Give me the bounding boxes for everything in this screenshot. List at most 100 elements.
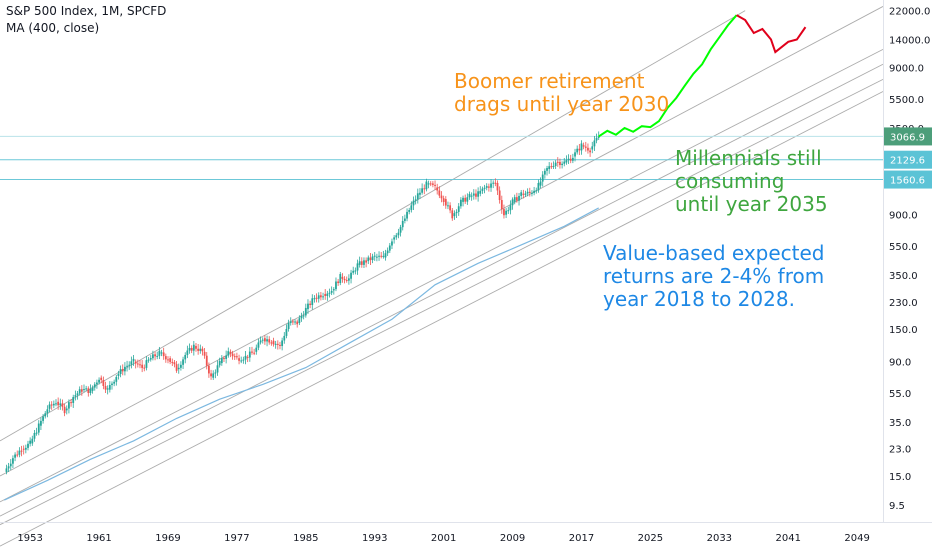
candle-body bbox=[134, 361, 137, 364]
candle-body bbox=[205, 355, 208, 366]
candle-body bbox=[477, 191, 480, 197]
channel-line bbox=[0, 63, 884, 517]
candle-body bbox=[255, 347, 258, 352]
regression-channel bbox=[0, 6, 884, 547]
candle-body bbox=[492, 182, 495, 184]
candle-body bbox=[126, 365, 128, 367]
candle-body bbox=[63, 406, 66, 414]
candle-body bbox=[582, 145, 585, 147]
x-tick-label: 2025 bbox=[638, 533, 663, 544]
candle-body bbox=[395, 235, 398, 238]
indicator-title: MA (400, close) bbox=[6, 21, 100, 35]
y-tick-label: 9.5 bbox=[889, 501, 905, 512]
y-tick-label: 90.0 bbox=[889, 358, 911, 369]
candle-body bbox=[70, 402, 72, 404]
candle-body bbox=[231, 353, 234, 357]
candle-body bbox=[14, 454, 16, 458]
candle-body bbox=[584, 146, 587, 148]
candle-body bbox=[169, 358, 172, 362]
candle-body bbox=[33, 433, 36, 439]
candle-body bbox=[177, 367, 180, 370]
candle-body bbox=[246, 356, 249, 358]
candle-body bbox=[48, 404, 51, 409]
candle-body bbox=[459, 199, 462, 207]
candle-body bbox=[403, 218, 406, 221]
candle-body bbox=[571, 157, 574, 161]
candle-body bbox=[524, 193, 527, 195]
candle-body bbox=[337, 281, 340, 284]
candle-body bbox=[561, 163, 564, 166]
candle-body bbox=[423, 188, 426, 190]
candle-body bbox=[20, 450, 23, 452]
price-label-bg bbox=[884, 170, 932, 189]
y-tick-label: 23.0 bbox=[889, 445, 911, 456]
candle-body bbox=[543, 170, 546, 175]
candle-body bbox=[160, 352, 163, 354]
candle-body bbox=[496, 182, 499, 191]
candle-body bbox=[238, 358, 240, 361]
candle-body bbox=[240, 360, 243, 362]
candle-body bbox=[317, 295, 320, 299]
candle-body bbox=[332, 289, 335, 291]
y-tick-label: 5500.0 bbox=[889, 95, 924, 106]
candle-body bbox=[268, 339, 271, 343]
candle-body bbox=[406, 211, 408, 219]
candle-body bbox=[248, 351, 251, 358]
candle-body bbox=[468, 193, 471, 198]
candle-body bbox=[485, 186, 488, 188]
x-tick-label: 2017 bbox=[569, 533, 594, 544]
candle-body bbox=[324, 293, 327, 296]
projection-line bbox=[736, 14, 807, 54]
candle-body bbox=[440, 195, 443, 199]
candle-body bbox=[223, 358, 225, 360]
candle-body bbox=[419, 192, 421, 195]
y-tick-label: 22000.0 bbox=[889, 7, 930, 18]
horizontal-levels bbox=[0, 135, 883, 181]
candle-body bbox=[42, 416, 44, 421]
candle-body bbox=[294, 321, 296, 323]
candle-body bbox=[87, 388, 90, 393]
candle-body bbox=[416, 193, 419, 200]
x-tick-label: 1953 bbox=[17, 533, 42, 544]
candle-body bbox=[455, 211, 458, 214]
x-tick-label: 1977 bbox=[224, 533, 249, 544]
candle-body bbox=[16, 454, 19, 456]
candle-body bbox=[380, 255, 383, 257]
x-tick-label: 2001 bbox=[431, 533, 456, 544]
candle-body bbox=[457, 206, 460, 212]
candle-body bbox=[12, 458, 14, 464]
candle-body bbox=[276, 343, 279, 345]
candle-body bbox=[470, 195, 473, 197]
candle-body bbox=[352, 270, 355, 273]
candle-body bbox=[326, 293, 329, 296]
candle-body bbox=[162, 352, 165, 357]
candle-body bbox=[371, 256, 374, 261]
candle-body bbox=[472, 193, 475, 196]
candle-body bbox=[115, 377, 118, 382]
candle-body bbox=[373, 255, 376, 257]
candle-body bbox=[307, 303, 309, 310]
y-tick-label: 55.0 bbox=[889, 389, 911, 400]
candle-body bbox=[199, 348, 202, 351]
channel-line bbox=[0, 91, 884, 547]
candle-body bbox=[7, 466, 10, 469]
y-tick-label: 35.0 bbox=[889, 418, 911, 429]
candle-body bbox=[311, 298, 314, 306]
candle-body bbox=[427, 183, 430, 185]
candle-body bbox=[505, 210, 508, 215]
candle-body bbox=[298, 318, 301, 323]
candle-body bbox=[111, 383, 113, 386]
candle-body bbox=[113, 381, 116, 384]
symbol-title: S&P 500 Index, 1M, SPCFD bbox=[6, 4, 167, 18]
candle-body bbox=[102, 379, 105, 386]
candle-body bbox=[548, 166, 551, 170]
candle-body bbox=[291, 321, 294, 323]
candle-body bbox=[251, 351, 253, 353]
candle-body bbox=[466, 197, 469, 202]
candle-body bbox=[52, 403, 55, 406]
candle-body bbox=[149, 358, 152, 360]
candle-body bbox=[513, 197, 516, 202]
candle-body bbox=[360, 261, 363, 265]
